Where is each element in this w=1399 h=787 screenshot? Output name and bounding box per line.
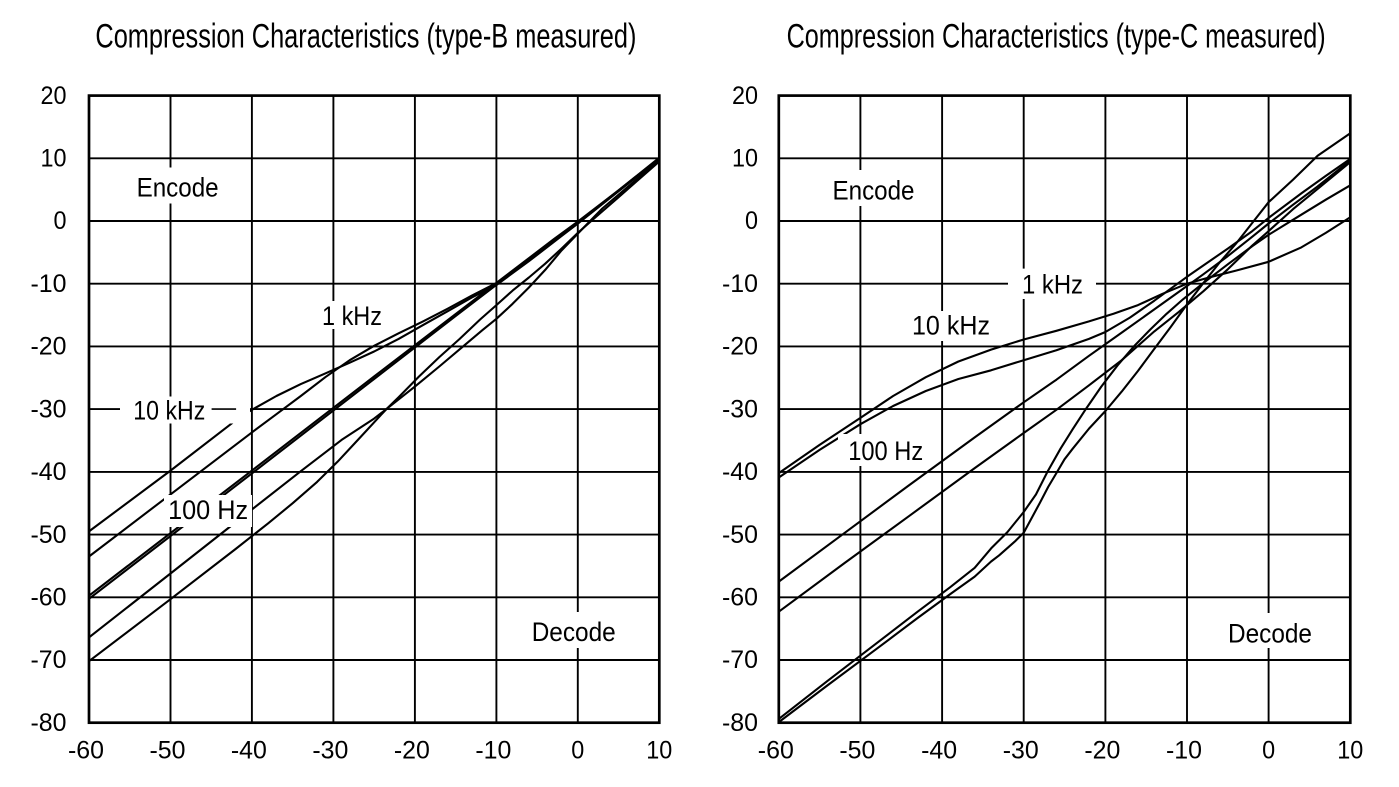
svg-text:20: 20: [732, 82, 758, 110]
svg-text:-60: -60: [68, 737, 104, 765]
svg-text:100 Hz: 100 Hz: [848, 436, 923, 466]
svg-text:-30: -30: [722, 395, 758, 423]
svg-text:-10: -10: [722, 270, 758, 298]
svg-text:-50: -50: [839, 737, 875, 765]
svg-text:-40: -40: [722, 458, 758, 486]
svg-text:Encode: Encode: [833, 176, 915, 206]
svg-text:-40: -40: [231, 737, 267, 765]
svg-text:Decode: Decode: [532, 617, 616, 647]
svg-text:-20: -20: [394, 737, 430, 765]
svg-text:Decode: Decode: [1228, 619, 1312, 649]
svg-text:0: 0: [745, 207, 758, 235]
svg-text:-20: -20: [1084, 737, 1120, 765]
svg-text:-20: -20: [31, 333, 67, 361]
svg-text:-60: -60: [31, 584, 67, 612]
svg-text:-30: -30: [312, 737, 348, 765]
svg-text:0: 0: [54, 207, 67, 235]
svg-text:-10: -10: [31, 270, 67, 298]
svg-text:-20: -20: [722, 333, 758, 361]
svg-text:-70: -70: [31, 646, 67, 674]
svg-text:-40: -40: [921, 737, 957, 765]
svg-text:Encode: Encode: [137, 173, 219, 203]
svg-text:Compression Characteristics (t: Compression Characteristics (type-C meas…: [787, 18, 1326, 56]
svg-text:10: 10: [1337, 737, 1363, 765]
svg-text:1 kHz: 1 kHz: [1022, 270, 1083, 300]
svg-text:-10: -10: [475, 737, 511, 765]
svg-text:0: 0: [571, 737, 584, 765]
svg-text:10 kHz: 10 kHz: [912, 311, 990, 341]
svg-text:-60: -60: [758, 737, 794, 765]
svg-text:10 kHz: 10 kHz: [133, 396, 205, 426]
svg-text:-50: -50: [31, 521, 67, 549]
svg-text:Compression Characteristics (t: Compression Characteristics (type-B meas…: [95, 18, 636, 56]
svg-text:10: 10: [646, 737, 672, 765]
svg-text:-40: -40: [31, 458, 67, 486]
svg-text:-50: -50: [722, 521, 758, 549]
svg-text:-30: -30: [1003, 737, 1039, 765]
svg-text:100 Hz: 100 Hz: [168, 495, 248, 525]
svg-text:-30: -30: [31, 395, 67, 423]
svg-text:-80: -80: [722, 709, 758, 737]
svg-text:0: 0: [1262, 737, 1275, 765]
svg-text:-60: -60: [722, 584, 758, 612]
svg-text:10: 10: [732, 145, 758, 173]
svg-text:-50: -50: [150, 737, 186, 765]
svg-text:-70: -70: [722, 646, 758, 674]
svg-text:-80: -80: [31, 709, 67, 737]
svg-text:10: 10: [41, 145, 67, 173]
svg-text:-10: -10: [1166, 737, 1202, 765]
svg-text:20: 20: [41, 82, 67, 110]
svg-text:1 kHz: 1 kHz: [322, 301, 382, 331]
